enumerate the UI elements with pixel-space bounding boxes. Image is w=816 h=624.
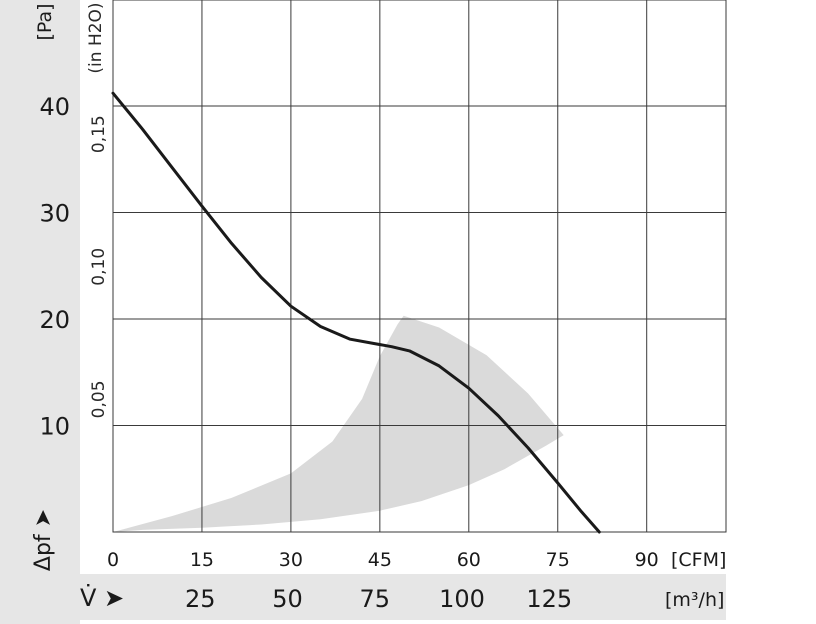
x-tick-label: 45 [368, 549, 392, 571]
y-tick-label: 30 [39, 200, 70, 228]
x2-unit-label: [m³/h] [665, 589, 724, 611]
y-tick-label: 40 [39, 93, 70, 121]
y2-tick-label: 0,15 [89, 115, 109, 153]
x2-tick-label: 100 [439, 585, 485, 613]
plot-frame [112, 0, 727, 533]
left-axis-band [0, 0, 80, 624]
x2-tick-label: 125 [526, 585, 572, 613]
x2-tick-label: 75 [359, 585, 390, 613]
y2-unit-label: (in H2O) [86, 2, 106, 73]
y-unit-label: [Pa] [34, 3, 56, 40]
x-tick-label: 60 [457, 549, 481, 571]
y-axis-label: Δpf ➤ [31, 509, 56, 571]
x-tick-label: 0 [107, 549, 119, 571]
y2-tick-label: 0,10 [89, 248, 109, 286]
y2-tick-label: 0,05 [89, 380, 109, 418]
x-tick-label: 15 [190, 549, 214, 571]
x-tick-label: 90 [635, 549, 659, 571]
y-tick-label: 20 [39, 306, 70, 334]
operating-range-area [113, 315, 564, 532]
x-tick-label: 75 [546, 549, 570, 571]
y-tick-label: 10 [39, 413, 70, 441]
x-tick-label: 30 [279, 549, 303, 571]
x2-tick-label: 50 [272, 585, 303, 613]
x2-axis-label: V̇ ➤ [80, 584, 124, 612]
bottom-axis-band [80, 574, 726, 620]
x2-tick-label: 25 [185, 585, 216, 613]
x-unit-label: [CFM] [671, 549, 726, 571]
pressure-curve [111, 91, 601, 534]
